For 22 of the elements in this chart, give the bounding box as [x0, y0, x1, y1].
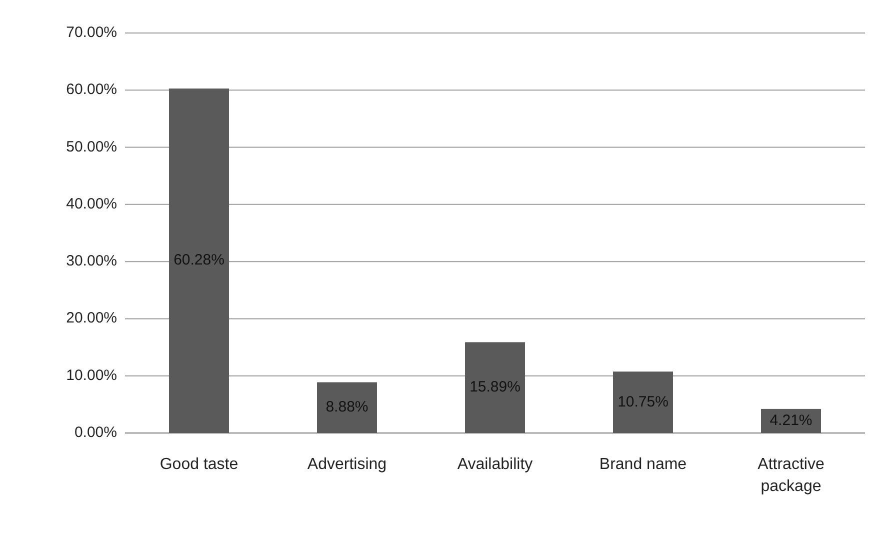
x-tick-label: Attractive package [758, 456, 824, 495]
data-label: 4.21% [770, 412, 812, 429]
x-tick-label: Brand name [599, 456, 687, 473]
y-tick-label: 70.00% [66, 24, 117, 41]
x-tick-label: Good taste [160, 456, 238, 473]
y-tick-label: 40.00% [66, 195, 117, 212]
y-tick-label: 50.00% [66, 138, 117, 156]
x-tick-label: Availability [457, 456, 533, 473]
y-tick-label: 20.00% [66, 310, 117, 327]
bar [613, 372, 673, 433]
data-label: 10.75% [618, 393, 668, 410]
bar [317, 382, 377, 433]
bar [465, 342, 525, 433]
x-tick-label: Advertising [307, 456, 387, 473]
data-label: 60.28% [174, 252, 224, 269]
bar [169, 88, 229, 433]
y-tick-label: 60.00% [66, 81, 117, 98]
y-tick-label: 30.00% [66, 252, 117, 270]
y-tick-label: 10.00% [66, 366, 117, 384]
y-tick-label: 0.00% [74, 424, 117, 441]
data-label: 8.88% [326, 398, 368, 416]
data-label: 15.89% [470, 378, 520, 396]
